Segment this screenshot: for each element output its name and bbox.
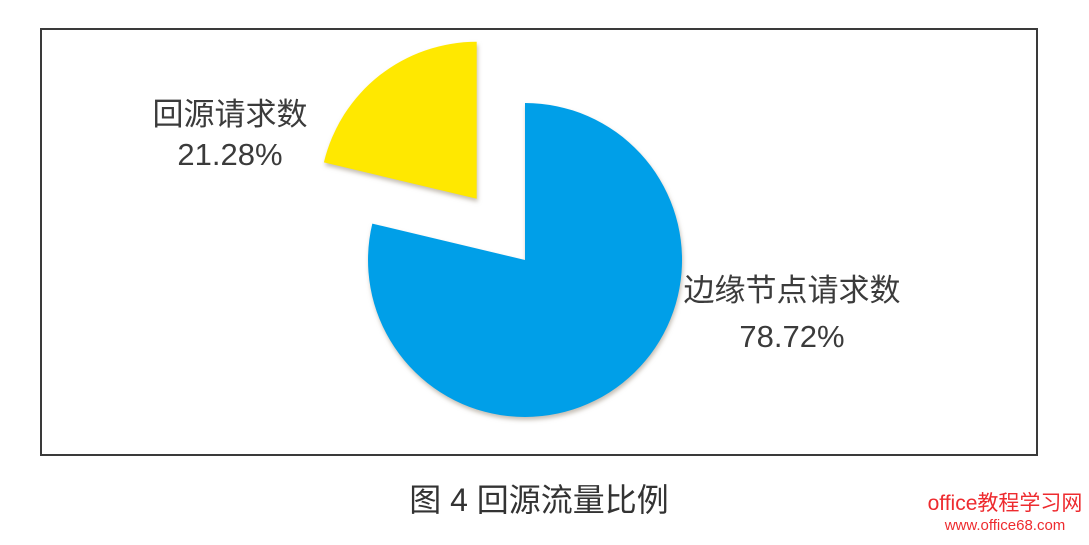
watermark-site-name: office教程学习网 xyxy=(927,492,1083,515)
data-label-origin-requests: 回源请求数 21.28% xyxy=(105,95,355,175)
data-label-edge-name: 边缘节点请求数 xyxy=(683,273,901,308)
pie-slice-origin-requests xyxy=(323,41,477,199)
pie-slice-edge-node-requests xyxy=(368,103,683,417)
data-label-origin-name: 回源请求数 xyxy=(152,97,308,132)
data-label-edge-node-requests: 边缘节点请求数 78.72% xyxy=(672,268,912,360)
data-label-edge-percent: 78.72% xyxy=(739,319,845,354)
watermark-url: www.office68.com xyxy=(944,517,1066,534)
watermark: office教程学习网 www.office68.com xyxy=(925,493,1085,537)
data-label-origin-percent: 21.28% xyxy=(177,137,283,172)
figure-caption: 图 4 回源流量比例 xyxy=(409,482,669,518)
